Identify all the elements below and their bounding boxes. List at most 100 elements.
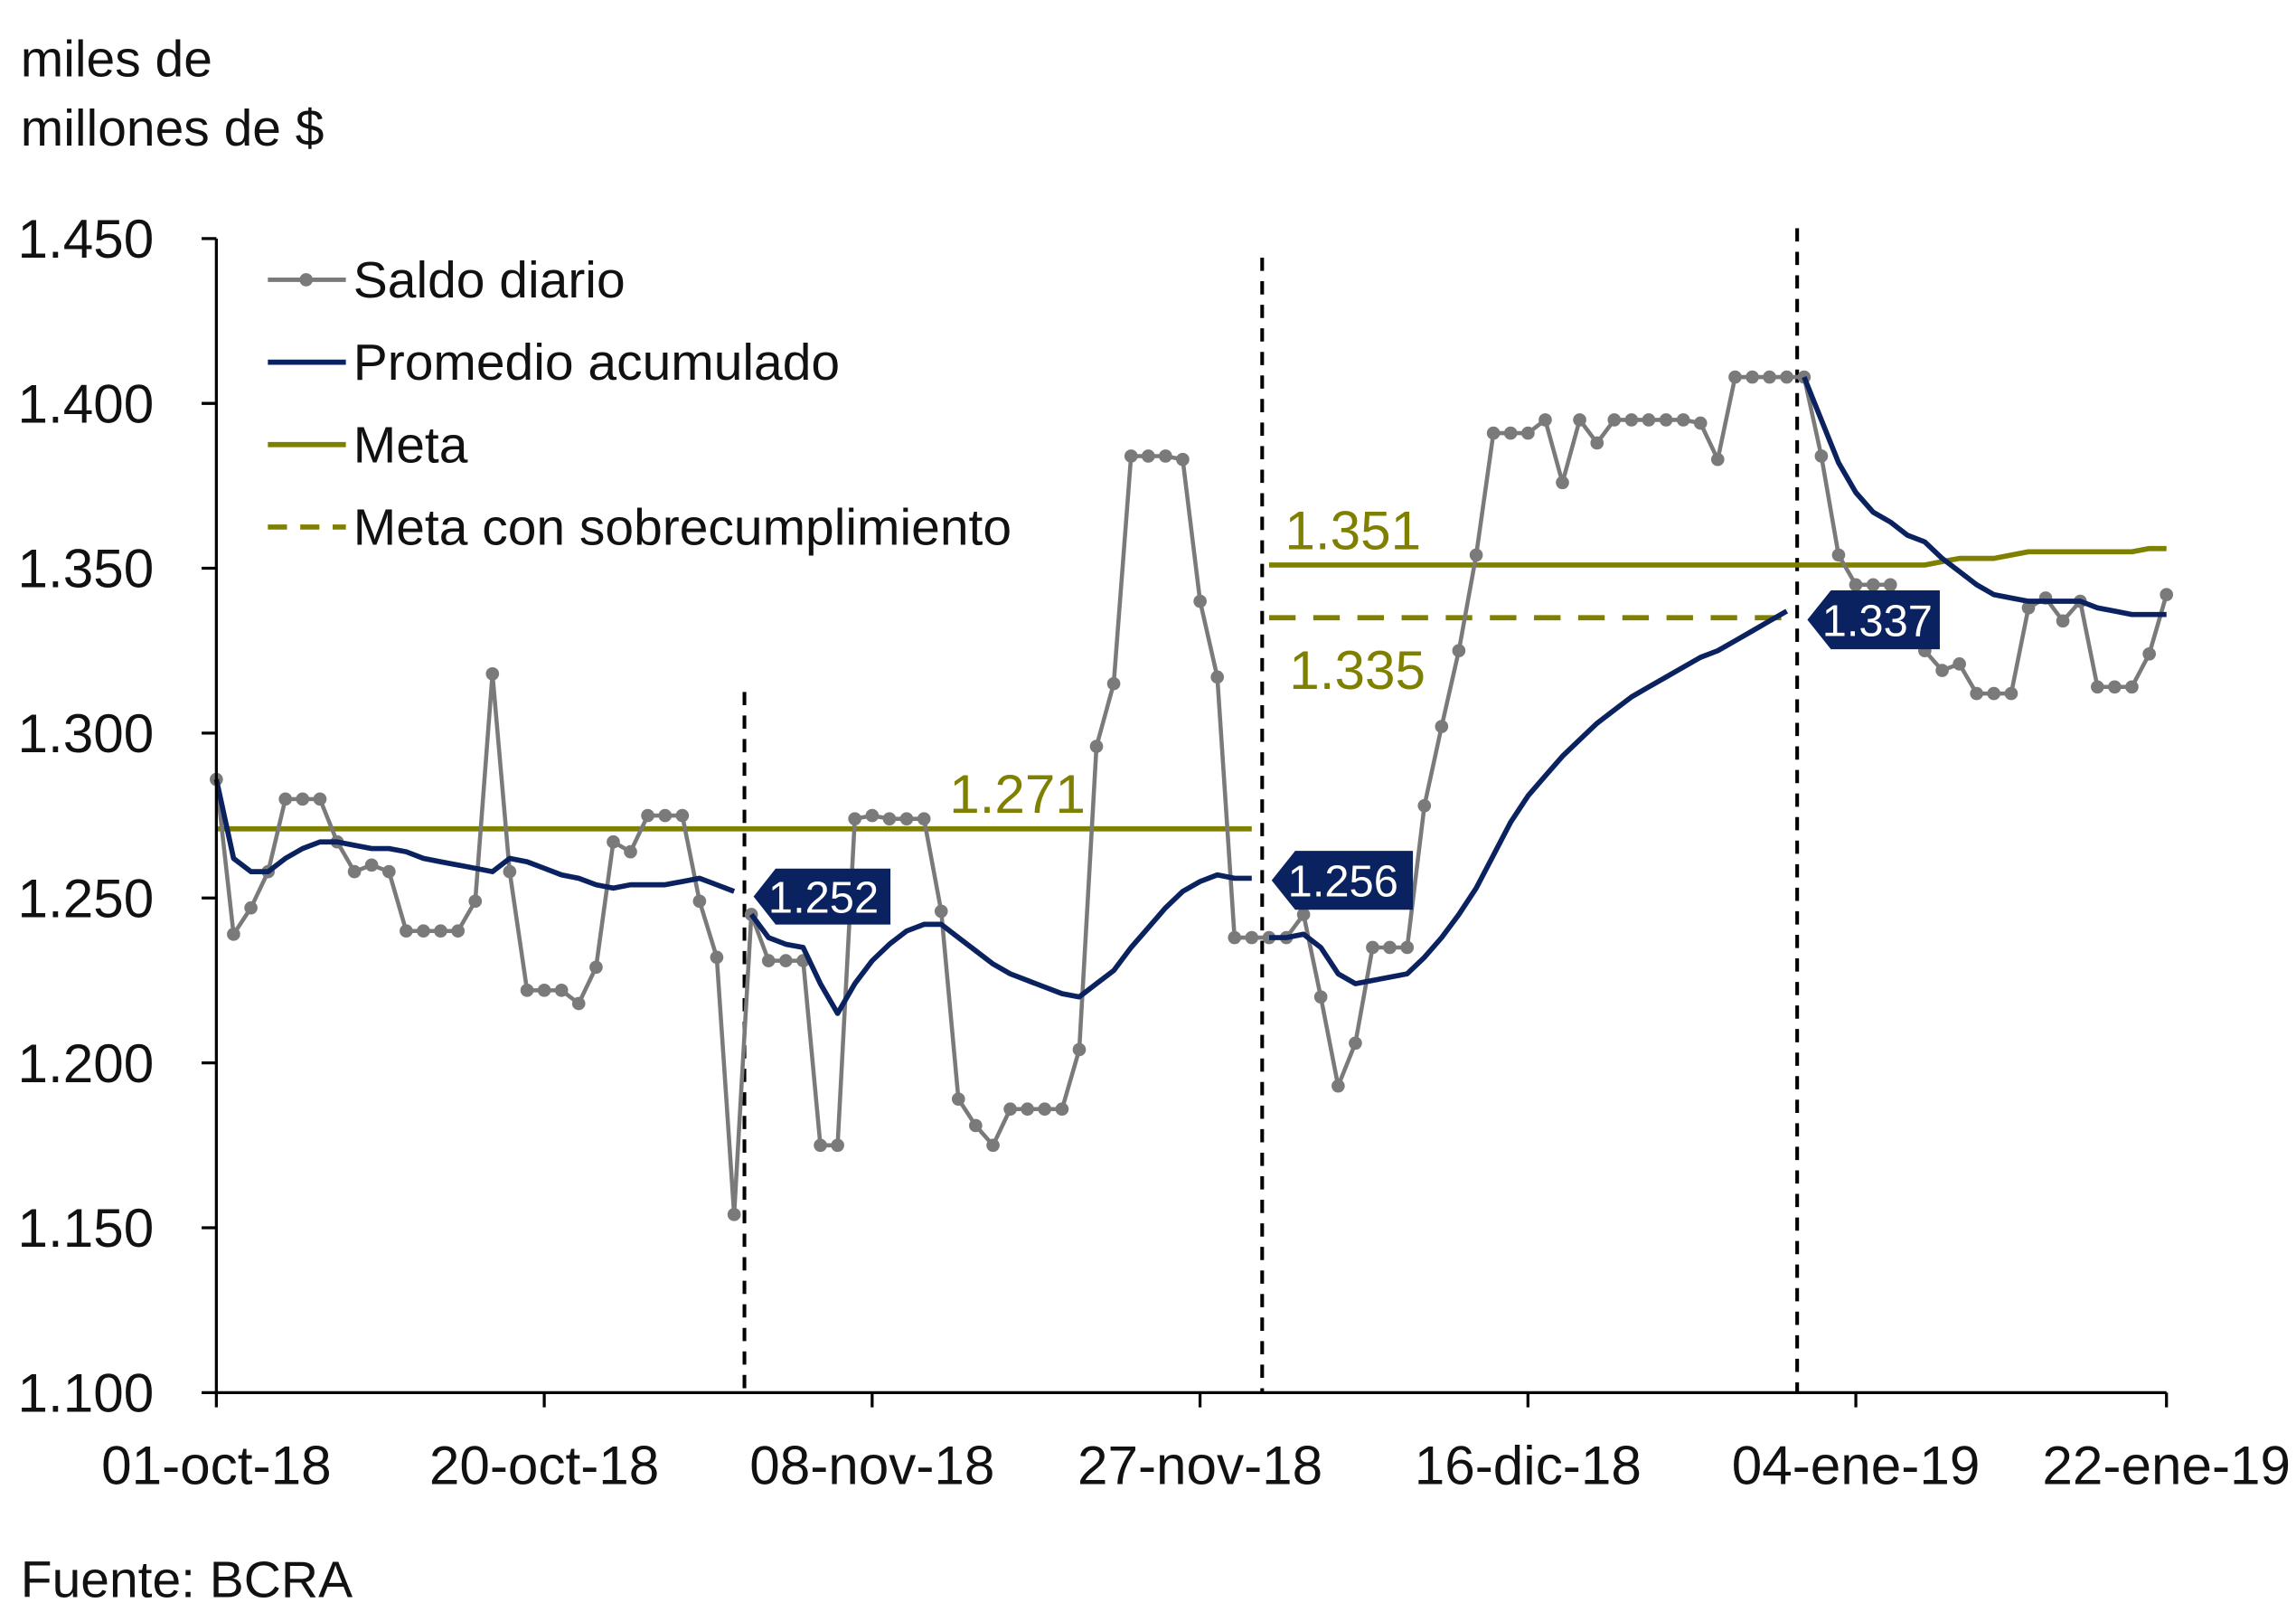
saldo-diario-point — [244, 900, 258, 915]
legend-label-promedio: Promedio acumulado — [353, 334, 840, 391]
saldo-diario-point — [1935, 664, 1949, 677]
saldo-diario-point — [675, 808, 690, 823]
unit-label-line-1: miles de — [21, 31, 212, 89]
saldo-diario-point — [1556, 476, 1569, 490]
saldo-diario-point — [451, 924, 466, 938]
saldo-diario-point — [727, 1208, 741, 1221]
saldo-diario-point — [917, 812, 931, 825]
saldo-diario-point — [986, 1138, 1000, 1153]
saldo-diario-point — [468, 894, 483, 909]
x-tick-label: 22-ene-19 — [2042, 1434, 2291, 1495]
saldo-diario-point — [1349, 1036, 1362, 1051]
saldo-diario-point — [1055, 1102, 1069, 1117]
y-tick-label: 1.150 — [18, 1197, 155, 1258]
saldo-diario-point — [2004, 686, 2018, 701]
saldo-diario-point — [537, 984, 551, 997]
callout-promedio-dic: 1.337 — [1807, 589, 1940, 650]
unit-label-line-2: millones de $ — [21, 99, 325, 157]
saldo-diario-point — [882, 812, 897, 825]
saldo-diario-point — [641, 808, 654, 823]
series-saldo-diario — [210, 370, 2174, 1221]
series-meta — [216, 545, 2167, 832]
saldo-diario-point — [1780, 370, 1793, 384]
saldo-diario-point — [607, 834, 620, 849]
saldo-diario-point — [296, 792, 310, 806]
promedio-acumulado-line — [748, 872, 1252, 1016]
saldo-diario-point — [417, 924, 430, 938]
saldo-diario-point — [1693, 416, 1708, 430]
saldo-diario-point — [710, 950, 724, 965]
legend-marker-saldo — [299, 273, 313, 287]
callout-box-nov — [1271, 851, 1414, 910]
saldo-diario-point — [899, 812, 914, 825]
meta-label-sobre-dic: 1.335 — [1289, 639, 1426, 701]
saldo-diario-point — [1710, 452, 1725, 467]
saldo-diario-point — [1573, 413, 1586, 427]
x-tick-label: 01-oct-18 — [101, 1434, 331, 1495]
saldo-diario-point — [571, 996, 586, 1011]
saldo-diario-point — [1193, 594, 1207, 608]
promedio-acumulado-line — [213, 778, 736, 894]
saldo-diario-point — [1141, 449, 1155, 463]
saldo-diario-point — [1953, 657, 1966, 671]
series-promedio-acumulado — [213, 375, 2167, 1016]
saldo-diario-point — [227, 927, 240, 941]
saldo-diario-point — [934, 904, 948, 919]
saldo-diario-point — [1417, 798, 1432, 813]
x-ticks: 01-oct-18 20-oct-18 08-nov-18 27-nov-18 16-d… — [101, 1392, 2291, 1495]
meta-label-oct-nov: 1.271 — [949, 763, 1086, 825]
legend-label-meta: Meta — [353, 416, 468, 474]
saldo-diario-point — [761, 954, 776, 967]
legend-item-promedio: Promedio acumulado — [268, 334, 840, 391]
saldo-diario-point — [1503, 426, 1518, 440]
saldo-diario-point — [1659, 413, 1673, 427]
saldo-diario-point — [2056, 614, 2070, 628]
x-tick-label: 20-oct-18 — [429, 1434, 659, 1495]
saldo-diario-point — [434, 924, 447, 938]
callout-text-nov: 1.256 — [1288, 858, 1398, 907]
saldo-diario-point — [364, 858, 379, 872]
promedio-acumulado-line — [1269, 608, 1789, 986]
saldo-diario-point — [1383, 940, 1397, 955]
saldo-diario-point — [1590, 436, 1604, 450]
saldo-diario-point — [382, 864, 396, 879]
saldo-diario-point — [1366, 940, 1379, 955]
saldo-diario-point — [848, 812, 861, 825]
callout-text-oct: 1.252 — [768, 874, 879, 923]
x-tick-label: 16-dic-18 — [1415, 1434, 1642, 1495]
saldo-diario-point — [2108, 680, 2122, 694]
saldo-diario-point — [1624, 413, 1639, 427]
saldo-diario-point — [814, 1138, 827, 1153]
saldo-diario-point — [485, 666, 500, 681]
saldo-diario-point — [1469, 548, 1483, 562]
meta-label-dic-ene: 1.351 — [1284, 499, 1421, 561]
saldo-diario-point — [778, 954, 793, 967]
x-tick-label: 04-ene-19 — [1732, 1434, 1981, 1495]
saldo-diario-point — [1124, 449, 1138, 463]
saldo-diario-point — [554, 984, 569, 997]
saldo-diario-point — [1176, 452, 1190, 467]
saldo-diario-point — [278, 792, 293, 806]
saldo-diario-point — [1987, 686, 2001, 701]
x-tick-label: 27-nov-18 — [1077, 1434, 1322, 1495]
y-tick-label: 1.450 — [18, 208, 155, 269]
promedio-acumulado-line — [1802, 375, 2167, 617]
saldo-diario-point — [969, 1118, 983, 1133]
y-tick-label: 1.300 — [18, 702, 155, 764]
saldo-diario-point — [1866, 578, 1880, 592]
saldo-diario-point — [1849, 578, 1863, 592]
series-layer — [210, 370, 2174, 1221]
saldo-diario-point — [658, 808, 673, 823]
saldo-diario-point — [1728, 370, 1742, 384]
saldo-diario-point — [1210, 670, 1225, 684]
saldo-diario-point — [1486, 426, 1501, 440]
saldo-diario-point — [1676, 413, 1690, 427]
y-tick-label: 1.250 — [18, 867, 155, 929]
saldo-diario-point — [831, 1138, 844, 1153]
saldo-diario-point — [1331, 1079, 1345, 1093]
saldo-diario-point — [1642, 413, 1656, 427]
saldo-diario-point — [589, 960, 603, 975]
saldo-diario-point — [1883, 578, 1897, 592]
legend-item-meta: Meta — [268, 416, 468, 474]
